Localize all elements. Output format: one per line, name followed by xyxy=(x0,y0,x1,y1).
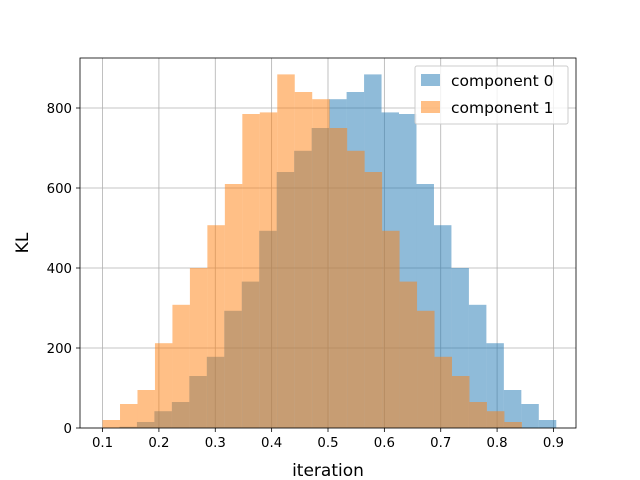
x-tick-label-3: 0.4 xyxy=(261,436,282,451)
bar-series-1-bin-19 xyxy=(434,356,452,428)
x-axis-label: iteration xyxy=(292,461,364,480)
bar-series-1-bin-6 xyxy=(207,225,225,428)
x-tick-label-8: 0.9 xyxy=(543,436,564,451)
bar-series-1-bin-21 xyxy=(469,402,487,428)
legend-label-0: component 0 xyxy=(451,72,553,90)
y-axis-ticks: 0 200 400 600 800 xyxy=(47,102,80,437)
bar-series-1-bin-2 xyxy=(137,390,155,428)
x-tick-label-5: 0.6 xyxy=(374,436,395,451)
bar-series-1-bin-20 xyxy=(452,376,470,428)
bar-series-1-bin-10 xyxy=(277,74,295,429)
bar-series-1-bin-14 xyxy=(347,150,365,429)
bar-series-1-bin-12 xyxy=(312,99,330,428)
x-tick-label-7: 0.8 xyxy=(487,436,508,451)
legend: component 0 component 1 xyxy=(414,65,569,125)
bar-series-1-bin-13 xyxy=(329,128,348,428)
y-tick-label-1: 200 xyxy=(47,342,72,357)
x-tick-label-1: 0.2 xyxy=(148,436,169,451)
bar-series-0-bin-22 xyxy=(503,390,522,428)
bar-series-1-bin-5 xyxy=(189,268,208,428)
bar-series-1-bin-1 xyxy=(120,404,138,428)
bar-series-1-bin-17 xyxy=(399,281,418,428)
bar-series-0-bin-21 xyxy=(486,343,504,428)
bar-series-1-bin-9 xyxy=(259,112,278,429)
x-tick-label-2: 0.3 xyxy=(205,436,226,451)
x-axis-ticks: 0.1 0.2 0.3 0.4 0.5 0.6 0.7 0.8 0.9 xyxy=(92,428,564,451)
y-tick-label-0: 0 xyxy=(64,422,72,437)
bar-series-1-bin-7 xyxy=(224,184,243,428)
bar-series-1-bin-3 xyxy=(154,343,173,428)
bars xyxy=(102,74,557,429)
bar-series-1-bin-22 xyxy=(486,411,505,428)
legend-swatch-0 xyxy=(421,74,440,86)
x-tick-label-6: 0.7 xyxy=(430,436,451,451)
bar-series-1-bin-4 xyxy=(172,304,190,428)
legend-swatch-1 xyxy=(421,101,440,113)
bar-series-1-bin-23 xyxy=(504,422,522,428)
legend-frame xyxy=(414,65,569,125)
bar-series-0-bin-24 xyxy=(538,420,557,428)
bar-series-1-bin-18 xyxy=(417,310,435,428)
bar-series-1-bin-16 xyxy=(382,230,400,428)
bar-series-0-bin-23 xyxy=(521,404,539,428)
y-tick-label-4: 800 xyxy=(47,102,72,117)
y-tick-label-2: 400 xyxy=(47,262,72,277)
y-axis-label: KL xyxy=(13,232,33,253)
bar-series-1-bin-11 xyxy=(294,92,313,428)
x-tick-label-0: 0.1 xyxy=(92,436,113,451)
y-tick-label-3: 600 xyxy=(47,182,72,197)
bar-series-0-bin-20 xyxy=(468,304,487,428)
bar-series-1-bin-0 xyxy=(102,420,121,428)
bar-series-1-bin-15 xyxy=(364,172,383,428)
legend-label-1: component 1 xyxy=(451,99,553,117)
x-tick-label-4: 0.5 xyxy=(317,436,338,451)
bar-series-1-bin-8 xyxy=(242,114,260,428)
